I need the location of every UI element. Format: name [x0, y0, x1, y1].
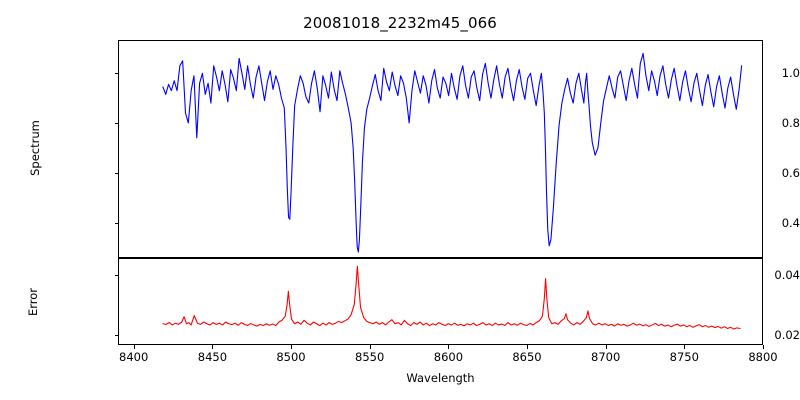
wavelength-tick-label: 8450 — [197, 350, 228, 364]
wavelength-tick-label: 8550 — [355, 350, 385, 364]
wavelength-tick-label: 8600 — [433, 350, 464, 364]
error-y-tick-mark — [114, 334, 118, 336]
error-y-tick-label: 0.04 — [774, 267, 800, 282]
error-y-tick-mark — [114, 274, 118, 276]
wavelength-tick-label: 8750 — [669, 350, 699, 364]
spectrum-axis-label: Spectrum — [28, 120, 42, 176]
wavelength-tick-mark — [212, 345, 214, 349]
wavelength-tick-label: 8700 — [591, 350, 621, 364]
spectrum-plot-panel — [118, 40, 763, 258]
error-plot-panel — [118, 258, 763, 345]
wavelength-tick-label: 8500 — [276, 350, 306, 364]
wavelength-tick-mark — [133, 345, 135, 349]
wavelength-tick-mark — [369, 345, 371, 349]
figure-title: 20081018_2232m45_066 — [303, 14, 497, 32]
wavelength-tick-mark — [763, 345, 765, 349]
error-line-chart — [162, 265, 741, 330]
spectrum-y-tick-mark — [114, 222, 118, 224]
spectrum-y-tick-label: 0.6 — [781, 165, 800, 180]
wavelength-tick-mark — [684, 345, 686, 349]
spectrum-y-tick-label: 0.8 — [781, 115, 800, 130]
wavelength-tick-mark — [291, 345, 293, 349]
spectrum-y-tick-mark — [114, 122, 118, 124]
error-y-tick-label: 0.02 — [774, 327, 800, 342]
wavelength-tick-mark — [448, 345, 450, 349]
wavelength-axis-label: Wavelength — [406, 371, 475, 385]
wavelength-tick-label: 8800 — [748, 350, 778, 364]
wavelength-tick-mark — [605, 345, 607, 349]
spectrum-y-tick-label: 1.0 — [781, 65, 800, 80]
wavelength-tick-label: 8650 — [512, 350, 542, 364]
spectrum-data-line — [162, 52, 743, 253]
spectrum-y-tick-label: 0.4 — [781, 215, 800, 230]
wavelength-tick-mark — [527, 345, 529, 349]
error-axis-label: Error — [26, 287, 40, 317]
error-data-line — [162, 265, 741, 330]
spectrum-y-tick-mark — [114, 72, 118, 74]
wavelength-tick-label: 8400 — [119, 350, 149, 364]
spectrum-line-chart — [162, 52, 743, 253]
spectrum-y-tick-mark — [114, 172, 118, 174]
